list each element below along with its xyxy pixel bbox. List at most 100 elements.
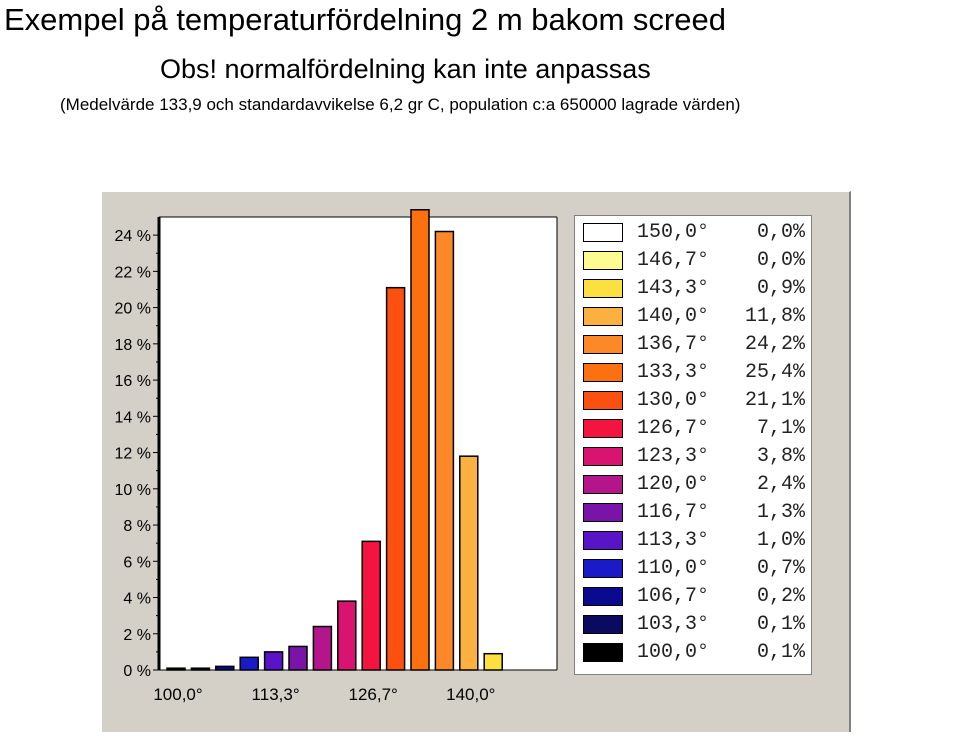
plot-area <box>159 217 557 670</box>
legend-row: 113,3° 1,0% <box>575 527 811 555</box>
chart-subtitle: Obs! normalfördelning kan inte anpassas <box>160 54 651 84</box>
y-tick-label: 10 % <box>115 482 151 499</box>
bar-130,0° <box>385 286 406 671</box>
y-tick-label: 4 % <box>123 591 151 608</box>
chart-title: Exempel på temperaturfördelning 2 m bako… <box>4 2 726 37</box>
bar-140,0° <box>459 455 479 671</box>
legend-temp: 100,0° <box>637 641 710 664</box>
legend-row: 150,0° 0,0% <box>575 219 811 247</box>
legend-percent: 3,8% <box>756 445 805 468</box>
bar-100,0° <box>166 667 186 671</box>
legend-percent: 0,7% <box>756 557 805 580</box>
legend-temp: 130,0° <box>637 389 710 412</box>
legend-swatch <box>583 587 623 606</box>
legend-percent: 21,1% <box>744 389 805 412</box>
legend-swatch <box>583 475 623 494</box>
y-tick-label: 24 % <box>115 228 151 245</box>
legend-row: 126,7° 7,1% <box>575 415 811 443</box>
legend-percent: 1,3% <box>756 501 805 524</box>
legend-temp: 146,7° <box>637 249 710 272</box>
legend-row: 120,0° 2,4% <box>575 471 811 499</box>
legend-temp: 110,0° <box>637 557 710 580</box>
legend-swatch <box>583 447 623 466</box>
legend-swatch <box>583 335 623 354</box>
legend-percent: 1,0% <box>756 529 805 552</box>
legend-row: 100,0° 0,1% <box>575 639 811 667</box>
legend-row: 106,7° 0,2% <box>575 583 811 611</box>
bar-113,3° <box>263 651 284 671</box>
y-tick-label: 8 % <box>123 518 151 535</box>
legend-temp: 140,0° <box>637 305 710 328</box>
legend-temp: 126,7° <box>637 417 710 440</box>
bar-116,7° <box>288 645 308 671</box>
legend-percent: 7,1% <box>756 417 805 440</box>
y-tick-label: 6 % <box>123 554 151 571</box>
legend-row: 110,0° 0,7% <box>575 555 811 583</box>
legend-swatch <box>583 391 623 410</box>
legend-row: 140,0° 11,8% <box>575 303 811 331</box>
legend-row: 116,7° 1,3% <box>575 499 811 527</box>
legend-swatch <box>583 419 623 438</box>
legend-percent: 0,1% <box>756 641 805 664</box>
legend-swatch <box>583 615 623 634</box>
y-tick-label: 22 % <box>115 264 151 281</box>
legend-temp: 150,0° <box>637 221 710 244</box>
legend-swatch <box>583 559 623 578</box>
x-tick-label: 113,3° <box>252 685 300 704</box>
legend-row: 133,3° 25,4% <box>575 359 811 387</box>
y-tick-label: 14 % <box>115 409 151 426</box>
legend-percent: 0,2% <box>756 585 805 608</box>
legend-percent: 2,4% <box>756 473 805 496</box>
x-tick-label: 100,0° <box>153 685 202 704</box>
y-tick-label: 12 % <box>115 446 151 463</box>
legend-row: 130,0° 21,1% <box>575 387 811 415</box>
bar-133,3° <box>410 209 430 671</box>
legend-swatch <box>583 223 623 242</box>
y-tick-label: 16 % <box>115 373 151 390</box>
bar-143,3° <box>483 652 503 671</box>
bar-110,0° <box>239 656 259 671</box>
legend-swatch <box>583 503 623 522</box>
legend-percent: 0,0% <box>756 221 805 244</box>
legend-row: 146,7° 0,0% <box>575 247 811 275</box>
bar-136,7° <box>434 230 455 671</box>
legend-swatch <box>583 279 623 298</box>
legend-temp: 113,3° <box>637 529 710 552</box>
legend-percent: 24,2% <box>744 333 805 356</box>
legend-swatch <box>583 643 623 662</box>
legend-swatch <box>583 363 623 382</box>
bar-126,7° <box>361 540 381 671</box>
legend-temp: 136,7° <box>637 333 710 356</box>
legend-temp: 103,3° <box>637 613 710 636</box>
y-tick-label: 2 % <box>123 627 151 644</box>
legend-temp: 143,3° <box>637 277 710 300</box>
bar-120,0° <box>312 625 333 671</box>
legend-temp: 133,3° <box>637 361 710 384</box>
legend-swatch <box>583 251 623 270</box>
legend-temp: 106,7° <box>637 585 710 608</box>
bar-106,7° <box>215 665 235 671</box>
legend-percent: 0,9% <box>756 277 805 300</box>
x-tick-label: 126,7° <box>349 685 398 704</box>
legend-temp: 116,7° <box>637 501 710 524</box>
legend: 150,0° 0,0% 146,7° 0,0% 143,3° 0,9% 140,0° 11,8… <box>574 215 812 675</box>
bar-123,3° <box>337 600 357 671</box>
legend-temp: 123,3° <box>637 445 710 468</box>
y-tick-label: 20 % <box>115 301 151 318</box>
x-tick-label: 140,0° <box>446 685 495 704</box>
legend-percent: 11,8% <box>744 305 805 328</box>
legend-temp: 120,0° <box>637 473 710 496</box>
y-tick-label: 18 % <box>115 337 151 354</box>
legend-percent: 25,4% <box>744 361 805 384</box>
legend-row: 143,3° 0,9% <box>575 275 811 303</box>
legend-percent: 0,1% <box>756 613 805 636</box>
legend-row: 123,3° 3,8% <box>575 443 811 471</box>
chart-note: (Medelvärde 133,9 och standardavvikelse … <box>60 95 741 114</box>
legend-row: 136,7° 24,2% <box>575 331 811 359</box>
legend-row: 103,3° 0,1% <box>575 611 811 639</box>
legend-swatch <box>583 307 623 326</box>
legend-percent: 0,0% <box>756 249 805 272</box>
y-tick-label: 0 % <box>123 663 151 680</box>
bar-103,3° <box>190 667 211 671</box>
